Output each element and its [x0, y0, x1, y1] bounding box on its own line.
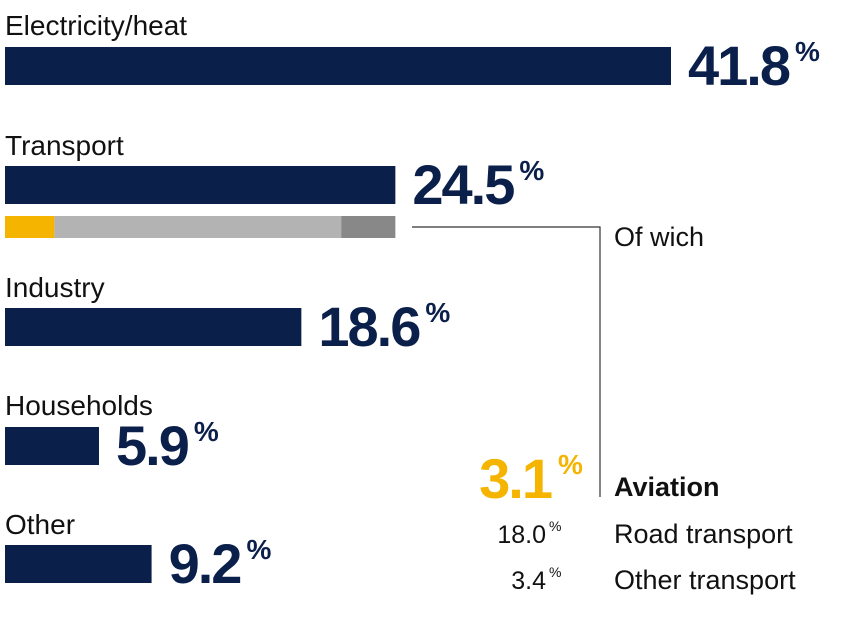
value-label: 5.9%: [116, 414, 219, 477]
breakdown-value-unit: %: [549, 564, 561, 580]
value-label: 9.2%: [169, 532, 272, 595]
value-label: 24.5%: [412, 153, 544, 216]
breakdown-label: Of wich: [614, 222, 704, 252]
category-label: Transport: [5, 130, 124, 161]
category-label: Households: [5, 390, 153, 421]
breakdown-segment: [54, 216, 342, 238]
category-label: Electricity/heat: [5, 10, 187, 41]
bar: [5, 545, 152, 583]
breakdown-category: Road transport: [614, 519, 793, 549]
value-number: 18.6: [318, 295, 420, 358]
breakdown-segment: [341, 216, 396, 238]
breakdown-value: 3.1: [479, 447, 552, 510]
category-label: Industry: [5, 272, 105, 303]
value-unit: %: [425, 297, 450, 328]
value-unit: %: [519, 155, 544, 186]
value-label: 41.8%: [688, 34, 820, 97]
bar: [5, 166, 396, 204]
value-label: 18.6%: [318, 295, 450, 358]
bar: [5, 47, 671, 85]
value-unit: %: [795, 36, 820, 67]
breakdown-value-unit: %: [558, 449, 583, 480]
bar: [5, 308, 302, 346]
value-number: 9.2: [169, 532, 241, 595]
bar: [5, 427, 100, 465]
breakdown-value-unit: %: [549, 518, 561, 534]
breakdown-value-number: 3.1: [479, 447, 552, 510]
bracket-line: [412, 226, 601, 497]
value-number: 5.9: [116, 414, 189, 477]
breakdown-value: 3.4: [511, 567, 546, 595]
value-unit: %: [246, 534, 271, 565]
breakdown-value: 18.0: [497, 521, 546, 549]
breakdown-segment: [5, 216, 55, 238]
breakdown-category: Other transport: [614, 565, 796, 595]
breakdown-category: Aviation: [614, 472, 720, 502]
value-unit: %: [194, 416, 219, 447]
value-number: 24.5: [412, 153, 514, 216]
category-label: Other: [5, 509, 75, 540]
value-number: 41.8: [688, 34, 790, 97]
